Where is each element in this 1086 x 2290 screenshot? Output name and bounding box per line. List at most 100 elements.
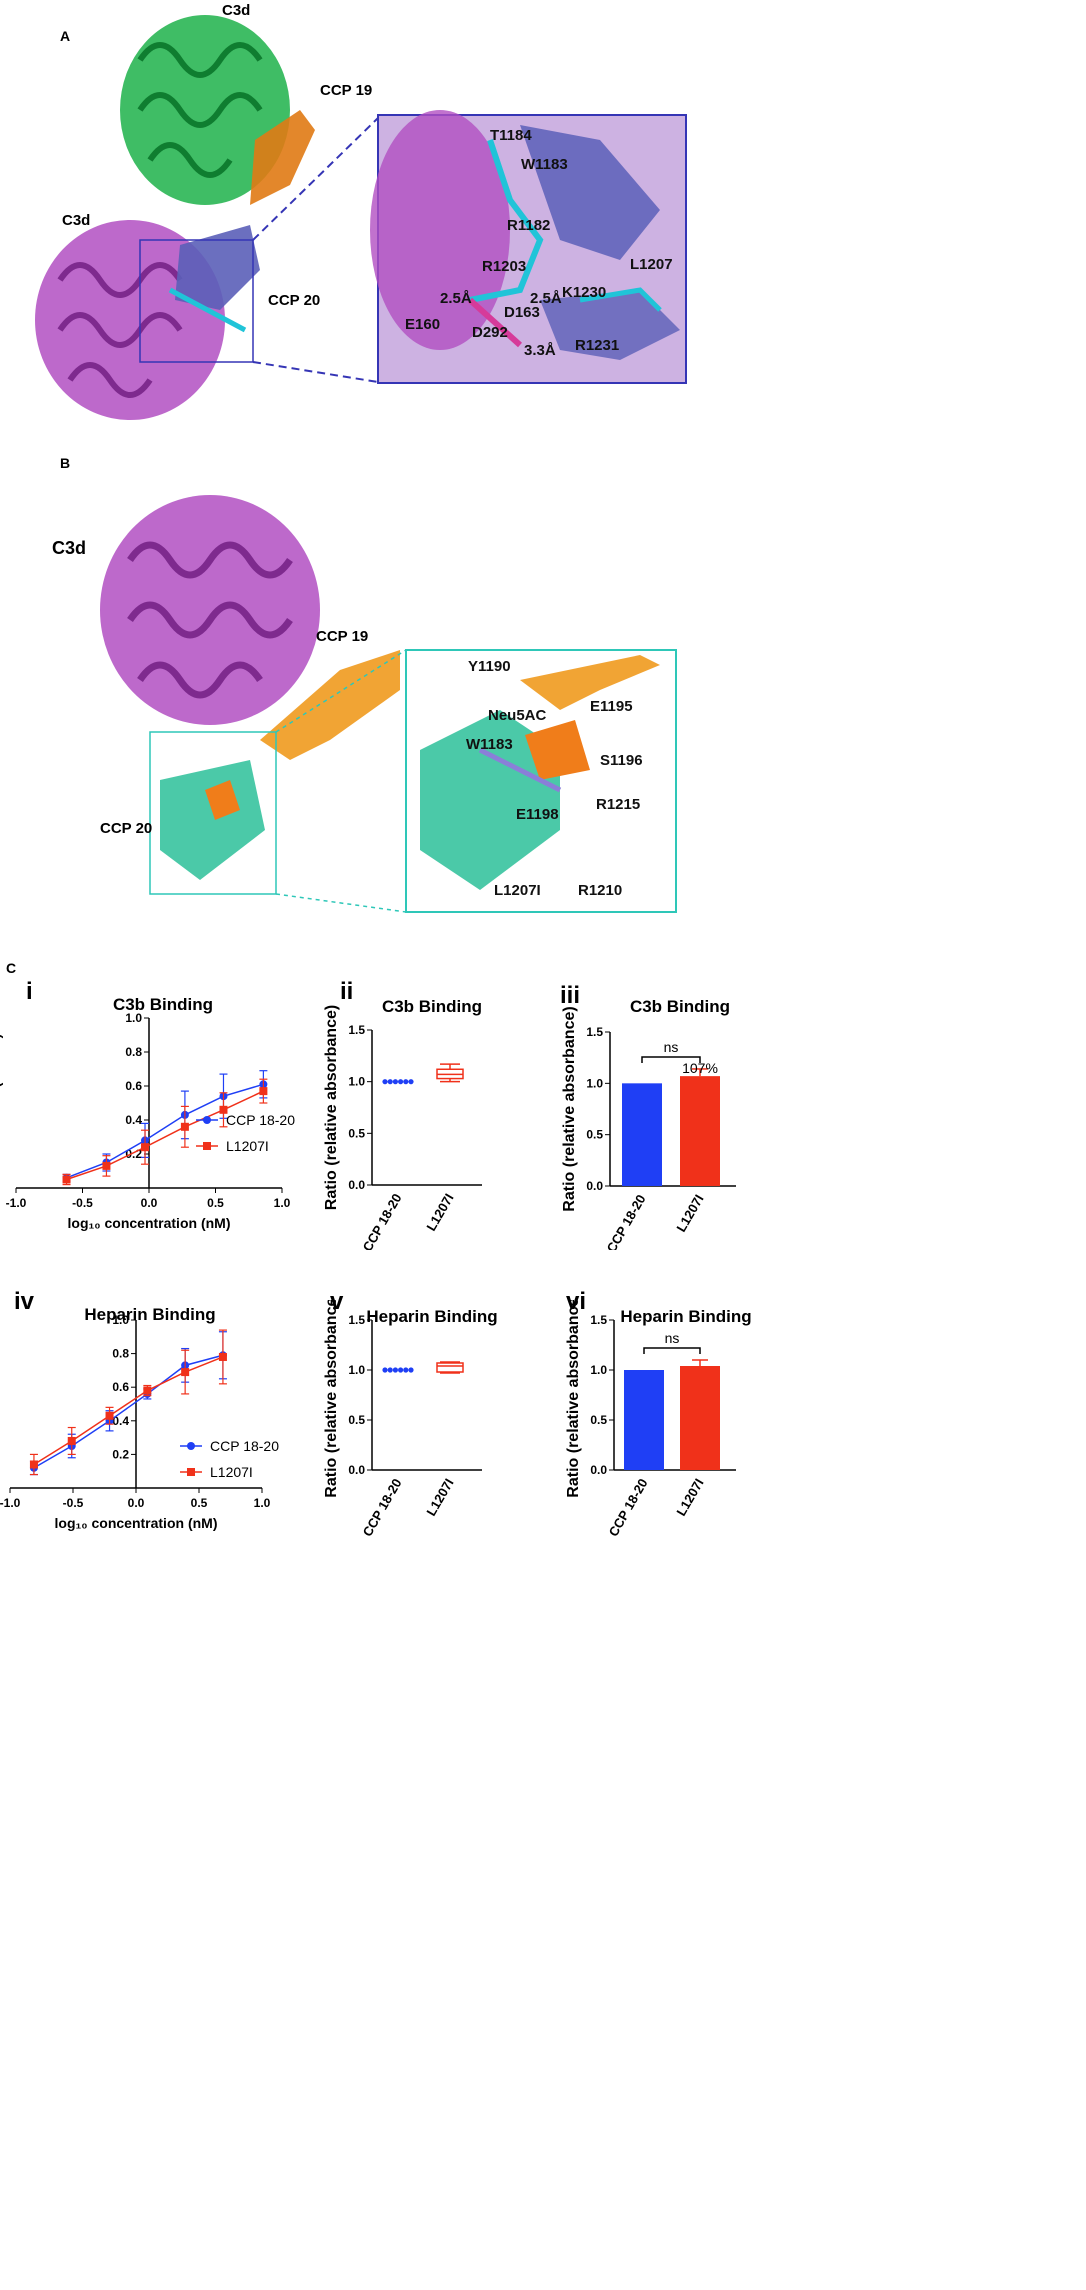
chart-title: C3b Binding xyxy=(630,997,730,1016)
data-point xyxy=(180,1122,189,1131)
y-tick-label: 0.5 xyxy=(586,1128,603,1142)
chart-iv: Heparin Binding -1.0 -0.5 0.0 0.5 1.0 0.2 0.4 0.… xyxy=(0,1305,279,1531)
data-point xyxy=(62,1175,71,1184)
x-tick-label: 1.0 xyxy=(254,1496,271,1510)
significance-bracket xyxy=(641,1056,701,1063)
y-tick-label: 0.4 xyxy=(112,1414,129,1428)
zoom-box-small xyxy=(139,239,254,363)
y-tick-label: 0.5 xyxy=(590,1413,607,1427)
data-point xyxy=(398,1367,404,1373)
legend-marker xyxy=(187,1468,195,1476)
data-point xyxy=(29,1460,38,1469)
label-c3d-left: C3d xyxy=(62,212,91,229)
legend-label: CCP 18-20 xyxy=(226,1112,295,1128)
y-tick-label: 0.0 xyxy=(586,1179,603,1193)
percent-label: 107% xyxy=(682,1060,718,1076)
panel-a-inset xyxy=(370,110,687,384)
y-tick-label: 0.0 xyxy=(590,1463,607,1477)
residue-label: E1198 xyxy=(516,806,559,823)
residue-label: R1210 xyxy=(578,882,623,899)
ccp19-orange-domain-b xyxy=(260,650,400,760)
data-point xyxy=(105,1411,114,1420)
y-axis-label: Absorbance (450nm) xyxy=(0,1034,3,1172)
ccp20-blue-domain xyxy=(175,225,260,310)
y-tick-label: 0.6 xyxy=(112,1380,129,1394)
x-tick-label: CCP 18-20 xyxy=(606,1476,651,1539)
chart-title: C3b Binding xyxy=(382,997,482,1016)
y-tick-label: 1.0 xyxy=(112,1313,129,1327)
y-tick-label: 0.8 xyxy=(112,1347,129,1361)
residue-label: 2.5Å xyxy=(530,290,562,307)
panel-b-structure xyxy=(100,495,677,913)
residue-label: R1231 xyxy=(575,337,620,354)
residue-label: W1183 xyxy=(466,736,513,753)
y-tick-label: 0.0 xyxy=(348,1178,365,1192)
data-point xyxy=(382,1367,388,1373)
x-tick-label: -0.5 xyxy=(72,1196,93,1210)
residue-label: R1203 xyxy=(482,258,527,275)
data-point xyxy=(387,1367,393,1373)
bar xyxy=(624,1370,664,1470)
chart-title: Heparin Binding xyxy=(366,1307,497,1326)
y-tick-label: 1.0 xyxy=(348,1363,365,1377)
x-tick-label: L1207I xyxy=(673,1476,706,1519)
x-axis-label: log₁₀ concentration (nM) xyxy=(68,1215,231,1231)
data-point xyxy=(141,1143,150,1152)
residue-label: D292 xyxy=(472,324,508,341)
y-tick-label: 0.2 xyxy=(112,1447,129,1461)
data-point xyxy=(143,1386,152,1395)
chart-title: Heparin Binding xyxy=(620,1307,751,1326)
bar xyxy=(680,1076,720,1186)
subpanel-label-i: i xyxy=(26,978,33,1005)
chart-i: C3b Binding-1.0 -0.5 0.0 0.5 1.00.20.40.60.8… xyxy=(0,995,295,1231)
legend-label: L1207I xyxy=(226,1138,269,1154)
box xyxy=(436,1362,464,1373)
significance-bracket xyxy=(643,1347,701,1354)
data-point xyxy=(392,1367,398,1373)
x-tick-label: 1.0 xyxy=(274,1196,291,1210)
c3d-magenta-domain xyxy=(35,220,225,420)
y-tick-label: 1.5 xyxy=(586,1025,603,1039)
x-tick-label: 0.5 xyxy=(207,1196,224,1210)
subpanel-label-v: v xyxy=(330,1288,344,1315)
label-ccp20-b: CCP 20 xyxy=(100,820,153,837)
y-tick-label: 0.0 xyxy=(348,1463,365,1477)
series-line xyxy=(33,1354,224,1469)
residue-label: S1196 xyxy=(600,752,643,769)
subpanel-label-vi: vi xyxy=(566,1288,587,1315)
chart-ii: C3b Binding 0.0 0.5 1.0 1.5 Ratio (relative a… xyxy=(323,997,482,1250)
zoom-box-small-b xyxy=(149,731,277,895)
data-point xyxy=(259,1087,268,1096)
chart-vi: Heparin Binding 0.0 0.5 1.0 1.5 Ratio (relati… xyxy=(565,1300,752,1539)
y-axis-label: Ratio (relative absorbance) xyxy=(323,1300,340,1498)
subpanel-label-iii: iii xyxy=(560,982,581,1009)
y-tick-label: 0.4 xyxy=(125,1113,142,1127)
series-line xyxy=(66,1083,264,1179)
y-tick-label: 1.5 xyxy=(348,1023,365,1037)
chart-v: Heparin Binding 0.0 0.5 1.0 1.5 Ratio (relati… xyxy=(323,1300,498,1539)
residue-label: R1182 xyxy=(507,217,551,234)
series-line xyxy=(66,1090,264,1181)
data-point xyxy=(408,1367,414,1373)
data-point xyxy=(218,1352,227,1361)
label-ccp19-a: CCP 19 xyxy=(320,82,373,99)
label-ccp19-b: CCP 19 xyxy=(316,628,369,645)
subpanel-label-ii: ii xyxy=(340,978,354,1005)
panel-c-label: C xyxy=(6,960,17,976)
x-tick-label: -0.5 xyxy=(63,1496,84,1510)
x-tick-label: L1207I xyxy=(423,1191,456,1234)
y-tick-label: 0.5 xyxy=(348,1413,365,1427)
x-tick-label: -1.0 xyxy=(0,1496,21,1510)
chart-title: C3b Binding xyxy=(113,995,213,1014)
panel-a-label: A xyxy=(60,28,71,44)
y-tick-label: 1.0 xyxy=(590,1363,607,1377)
legend-label: CCP 18-20 xyxy=(210,1438,279,1454)
residue-label: Neu5AC xyxy=(488,707,547,724)
data-point xyxy=(403,1367,409,1373)
residue-label: 3.3Å xyxy=(524,342,556,359)
x-tick-label: L1207I xyxy=(673,1192,706,1235)
data-point xyxy=(403,1079,409,1085)
label-c3d-b: C3d xyxy=(52,538,87,558)
y-tick-label: 1.5 xyxy=(348,1313,365,1327)
label-c3d-top: C3d xyxy=(222,2,251,19)
